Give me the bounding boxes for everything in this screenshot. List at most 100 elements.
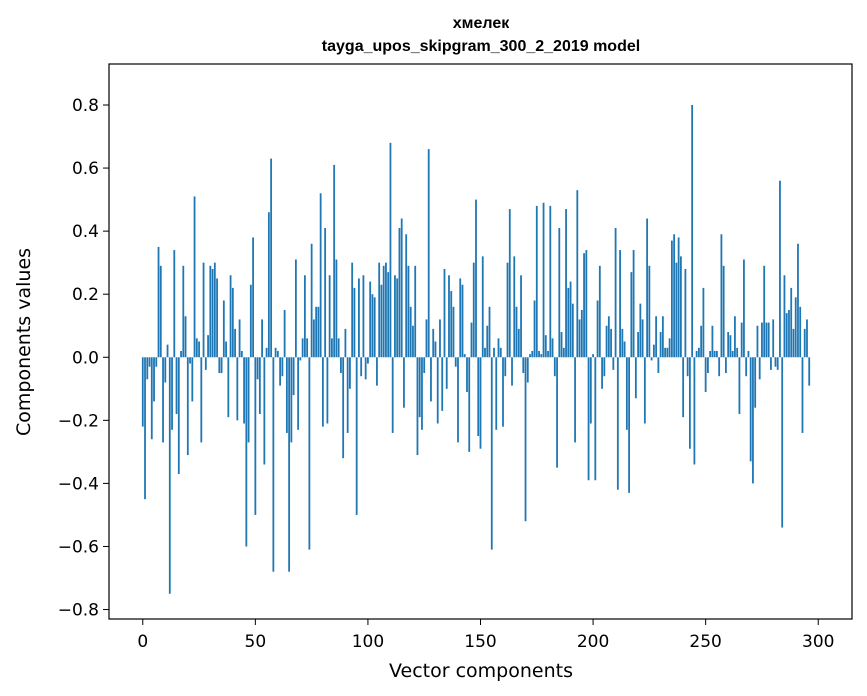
bar-5 — [153, 357, 155, 402]
bar-172 — [529, 354, 531, 358]
bar-196 — [583, 253, 585, 358]
x-tick-label: 150 — [464, 632, 496, 652]
bar-103 — [373, 297, 376, 358]
bar-211 — [616, 357, 619, 490]
bar-136 — [448, 275, 450, 358]
bar-190 — [569, 281, 572, 358]
bar-71 — [301, 338, 304, 358]
bar-78 — [317, 306, 320, 358]
bar-153 — [486, 325, 489, 358]
bar-149 — [477, 357, 480, 437]
bar-191 — [571, 303, 574, 358]
bar-6 — [155, 357, 158, 367]
bar-13 — [171, 357, 173, 430]
bar-69 — [297, 357, 300, 430]
bar-18 — [182, 265, 185, 358]
bar-25 — [198, 341, 200, 358]
bar-110 — [389, 142, 392, 358]
bar-32 — [213, 262, 216, 358]
bar-36 — [222, 300, 225, 358]
bar-230 — [659, 332, 662, 358]
bar-227 — [652, 344, 655, 358]
bar-194 — [578, 319, 581, 358]
bar-203 — [598, 265, 601, 358]
bar-46 — [245, 357, 248, 547]
y-tick-label: 0.0 — [72, 348, 99, 368]
y-tick-label: −0.4 — [58, 474, 99, 494]
bar-273 — [756, 325, 759, 358]
bar-88 — [340, 357, 342, 374]
bar-233 — [666, 347, 669, 358]
bar-72 — [303, 275, 306, 358]
bar-93 — [351, 262, 354, 358]
bar-234 — [668, 338, 671, 358]
bar-77 — [315, 306, 318, 358]
bar-147 — [472, 262, 475, 358]
bar-249 — [702, 287, 705, 358]
bar-106 — [380, 284, 383, 358]
x-tick-label: 50 — [245, 632, 267, 652]
bar-209 — [612, 357, 615, 370]
bar-63 — [283, 309, 286, 358]
bar-40 — [231, 287, 234, 358]
bar-237 — [675, 262, 678, 358]
bar-138 — [452, 306, 455, 358]
bar-145 — [468, 357, 471, 452]
bar-74 — [308, 357, 311, 550]
bar-251 — [707, 357, 709, 374]
bar-67 — [292, 357, 295, 396]
bar-171 — [526, 357, 529, 383]
bar-162 — [506, 262, 509, 358]
bar-19 — [184, 316, 187, 358]
bar-30 — [209, 265, 212, 358]
bar-39 — [229, 275, 232, 358]
bar-226 — [650, 357, 653, 361]
bar-167 — [517, 328, 520, 358]
bar-155 — [490, 357, 493, 550]
bar-33 — [216, 278, 218, 358]
bar-22 — [191, 357, 194, 402]
y-tick-label: −0.8 — [58, 601, 99, 621]
bar-129 — [432, 328, 435, 358]
bar-114 — [398, 227, 401, 358]
bar-287 — [788, 309, 790, 358]
bar-125 — [423, 357, 426, 374]
bar-143 — [463, 354, 466, 358]
y-tick-label: 0.2 — [72, 285, 99, 305]
y-tick-label: −0.6 — [58, 537, 99, 557]
bar-212 — [619, 250, 621, 358]
bar-105 — [378, 262, 381, 358]
x-axis-label: Vector components — [389, 660, 573, 682]
bar-220 — [637, 332, 640, 358]
bar-248 — [700, 325, 703, 358]
bar-51 — [256, 357, 259, 380]
bar-179 — [544, 335, 547, 358]
bar-244 — [691, 104, 694, 358]
bar-221 — [639, 303, 642, 358]
bar-206 — [605, 325, 608, 358]
bar-281 — [774, 357, 777, 367]
bar-291 — [797, 243, 799, 358]
bar-127 — [427, 149, 430, 358]
bar-247 — [698, 347, 700, 358]
bar-76 — [312, 319, 315, 358]
bar-216 — [628, 357, 630, 493]
bar-265 — [738, 357, 741, 415]
bar-132 — [439, 319, 441, 358]
x-tick-label: 300 — [802, 632, 834, 652]
bar-2 — [146, 357, 149, 380]
bar-118 — [407, 265, 410, 358]
bar-178 — [542, 202, 545, 358]
bar-263 — [734, 316, 736, 358]
bar-21 — [189, 357, 191, 364]
bar-173 — [531, 350, 534, 358]
bar-68 — [294, 259, 297, 358]
bar-168 — [520, 275, 522, 358]
bar-161 — [504, 357, 507, 377]
bar-255 — [716, 350, 718, 358]
bar-189 — [567, 287, 570, 358]
bar-3 — [148, 357, 151, 367]
bar-95 — [355, 357, 358, 515]
bar-266 — [740, 322, 743, 358]
bar-242 — [686, 357, 689, 377]
